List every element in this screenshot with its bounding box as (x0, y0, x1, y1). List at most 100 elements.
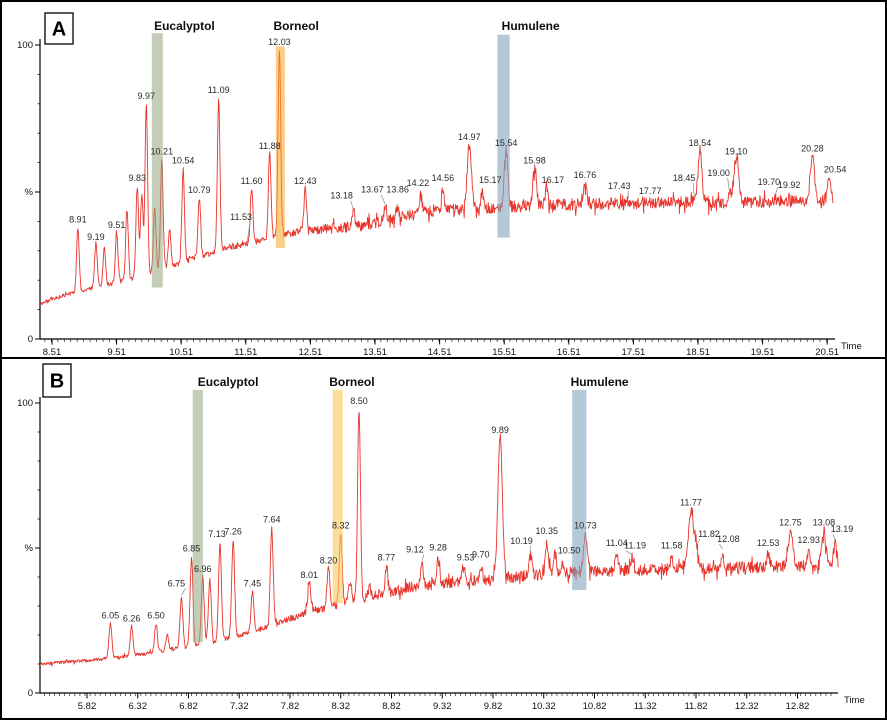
peak-label-leader (421, 554, 425, 561)
peak-label: 7.64 (263, 515, 281, 525)
peak-label: 20.28 (801, 144, 824, 154)
peak-label: 9.89 (491, 425, 509, 435)
peak-label: 9.51 (108, 220, 126, 230)
peak-label: 6.85 (183, 544, 201, 554)
y-axis-label: 100 (17, 40, 33, 51)
peak-label: 19.70 (758, 177, 781, 187)
y-axis-label: 0 (28, 688, 33, 699)
peak-label-leader (727, 177, 731, 193)
peak-label: 11.58 (661, 541, 683, 551)
peak-label-leader (181, 588, 186, 596)
y-axis-label: 100 (17, 398, 33, 409)
peak-label: 8.20 (320, 555, 338, 565)
tic-trace (39, 50, 834, 305)
peak-label: 6.05 (102, 610, 120, 620)
x-tick-label: 8.82 (382, 701, 401, 712)
x-tick-label: 9.32 (433, 701, 452, 712)
peak-label: 15.17 (479, 175, 502, 185)
peak-label: 13.18 (330, 191, 353, 201)
x-tick-label: 9.51 (107, 347, 126, 357)
x-axis-title: Time (844, 695, 865, 706)
highlight-band-eucalyptol (151, 33, 163, 288)
peak-label: 11.77 (680, 497, 702, 507)
peak-label: 9.12 (406, 545, 424, 555)
highlight-band-borneol (275, 46, 285, 248)
peak-label: 10.50 (558, 546, 581, 556)
x-tick-label: 12.51 (299, 347, 323, 357)
compound-label-eucalyptol: Eucalyptol (198, 375, 259, 389)
peak-label: 17.77 (639, 186, 662, 196)
tic-trace (39, 412, 839, 667)
peak-label: 6.96 (194, 564, 212, 574)
peak-label: 8.91 (69, 214, 87, 224)
x-tick-label: 6.32 (129, 701, 148, 712)
peak-label: 8.01 (301, 570, 319, 580)
panel-letter: B (50, 371, 64, 393)
x-tick-label: 14.51 (428, 347, 452, 357)
peak-label-leader (350, 200, 355, 211)
peak-label: 10.79 (188, 185, 211, 195)
peak-label: 12.93 (797, 535, 820, 545)
x-tick-label: 6.82 (179, 701, 198, 712)
x-tick-label: 20.51 (815, 347, 839, 357)
peak-label-leader (381, 194, 386, 205)
panel-letter: A (52, 19, 66, 41)
compound-label-humulene: Humulene (502, 19, 560, 33)
compound-label-borneol: Borneol (329, 375, 374, 389)
peak-label: 10.19 (510, 536, 533, 546)
peak-label: 17.43 (608, 181, 631, 191)
compound-label-borneol: Borneol (274, 19, 319, 33)
peak-label: 6.50 (147, 610, 165, 620)
peak-label: 15.54 (495, 138, 518, 148)
peak-label: 10.35 (536, 526, 559, 536)
y-axis-label: % (25, 543, 34, 554)
x-tick-label: 15.51 (492, 347, 516, 357)
peak-label-leader (625, 550, 633, 555)
chromatogram-plot-b: 100% 0 5.82 6.32 6.82 7.32 7.82 8.32 8.82 9.32 9.8… (17, 363, 865, 712)
peak-label: 11.19 (624, 541, 646, 551)
peak-label: 9.28 (429, 543, 447, 553)
highlight-band-borneol (332, 389, 343, 604)
x-tick-label: 10.82 (583, 701, 607, 712)
peak-label-leader (692, 182, 695, 196)
compound-label-humulene: Humulene (571, 375, 629, 389)
x-tick-label: 18.51 (686, 347, 710, 357)
peak-label: 16.17 (542, 175, 565, 185)
chromatogram-plot-a: 100% 0 8.51 9.51 10.51 11.51 12.51 13.51 14.51 15… (17, 12, 862, 358)
x-tick-label: 8.51 (43, 347, 62, 357)
peak-label: 11.04 (606, 538, 628, 548)
x-tick-label: 9.82 (484, 701, 503, 712)
x-tick-label: 19.51 (751, 347, 775, 357)
peak-label: 9.97 (138, 91, 156, 101)
x-axis-title: Time (841, 341, 862, 352)
peak-label: 19.92 (778, 180, 801, 190)
panel-letter-box (44, 12, 74, 45)
peak-label: 9.19 (87, 232, 105, 242)
y-axis-label: % (25, 187, 34, 198)
peak-label: 10.54 (172, 155, 195, 165)
peak-label: 11.60 (241, 176, 263, 186)
x-tick-label: 11.32 (634, 701, 657, 712)
highlight-band-humulene (572, 389, 587, 591)
peak-label: 8.32 (332, 521, 350, 531)
peak-label: 15.98 (523, 155, 546, 165)
chromatogram-panel-b: 100% 0 5.82 6.32 6.82 7.32 7.82 8.32 8.82 9.32 9.8… (2, 359, 885, 718)
peak-label-leader (695, 538, 701, 547)
chromatogram-panel-a: 100% 0 8.51 9.51 10.51 11.51 12.51 13.51 14.51 15… (2, 2, 885, 358)
peak-label: 20.54 (824, 164, 847, 174)
peak-label: 11.82 (698, 529, 720, 539)
peak-label: 13.08 (813, 518, 836, 528)
x-tick-label: 12.32 (735, 701, 759, 712)
peak-label: 10.21 (151, 147, 174, 157)
x-tick-label: 7.82 (281, 701, 300, 712)
x-tick-label: 13.51 (363, 347, 387, 357)
peak-label: 11.88 (259, 141, 281, 151)
peak-label: 6.26 (123, 613, 141, 623)
peak-label: 7.26 (224, 526, 242, 536)
x-tick-label: 5.82 (78, 701, 97, 712)
peak-label: 11.09 (208, 85, 230, 95)
x-tick-label: 7.32 (230, 701, 249, 712)
peak-label: 8.50 (350, 396, 368, 406)
